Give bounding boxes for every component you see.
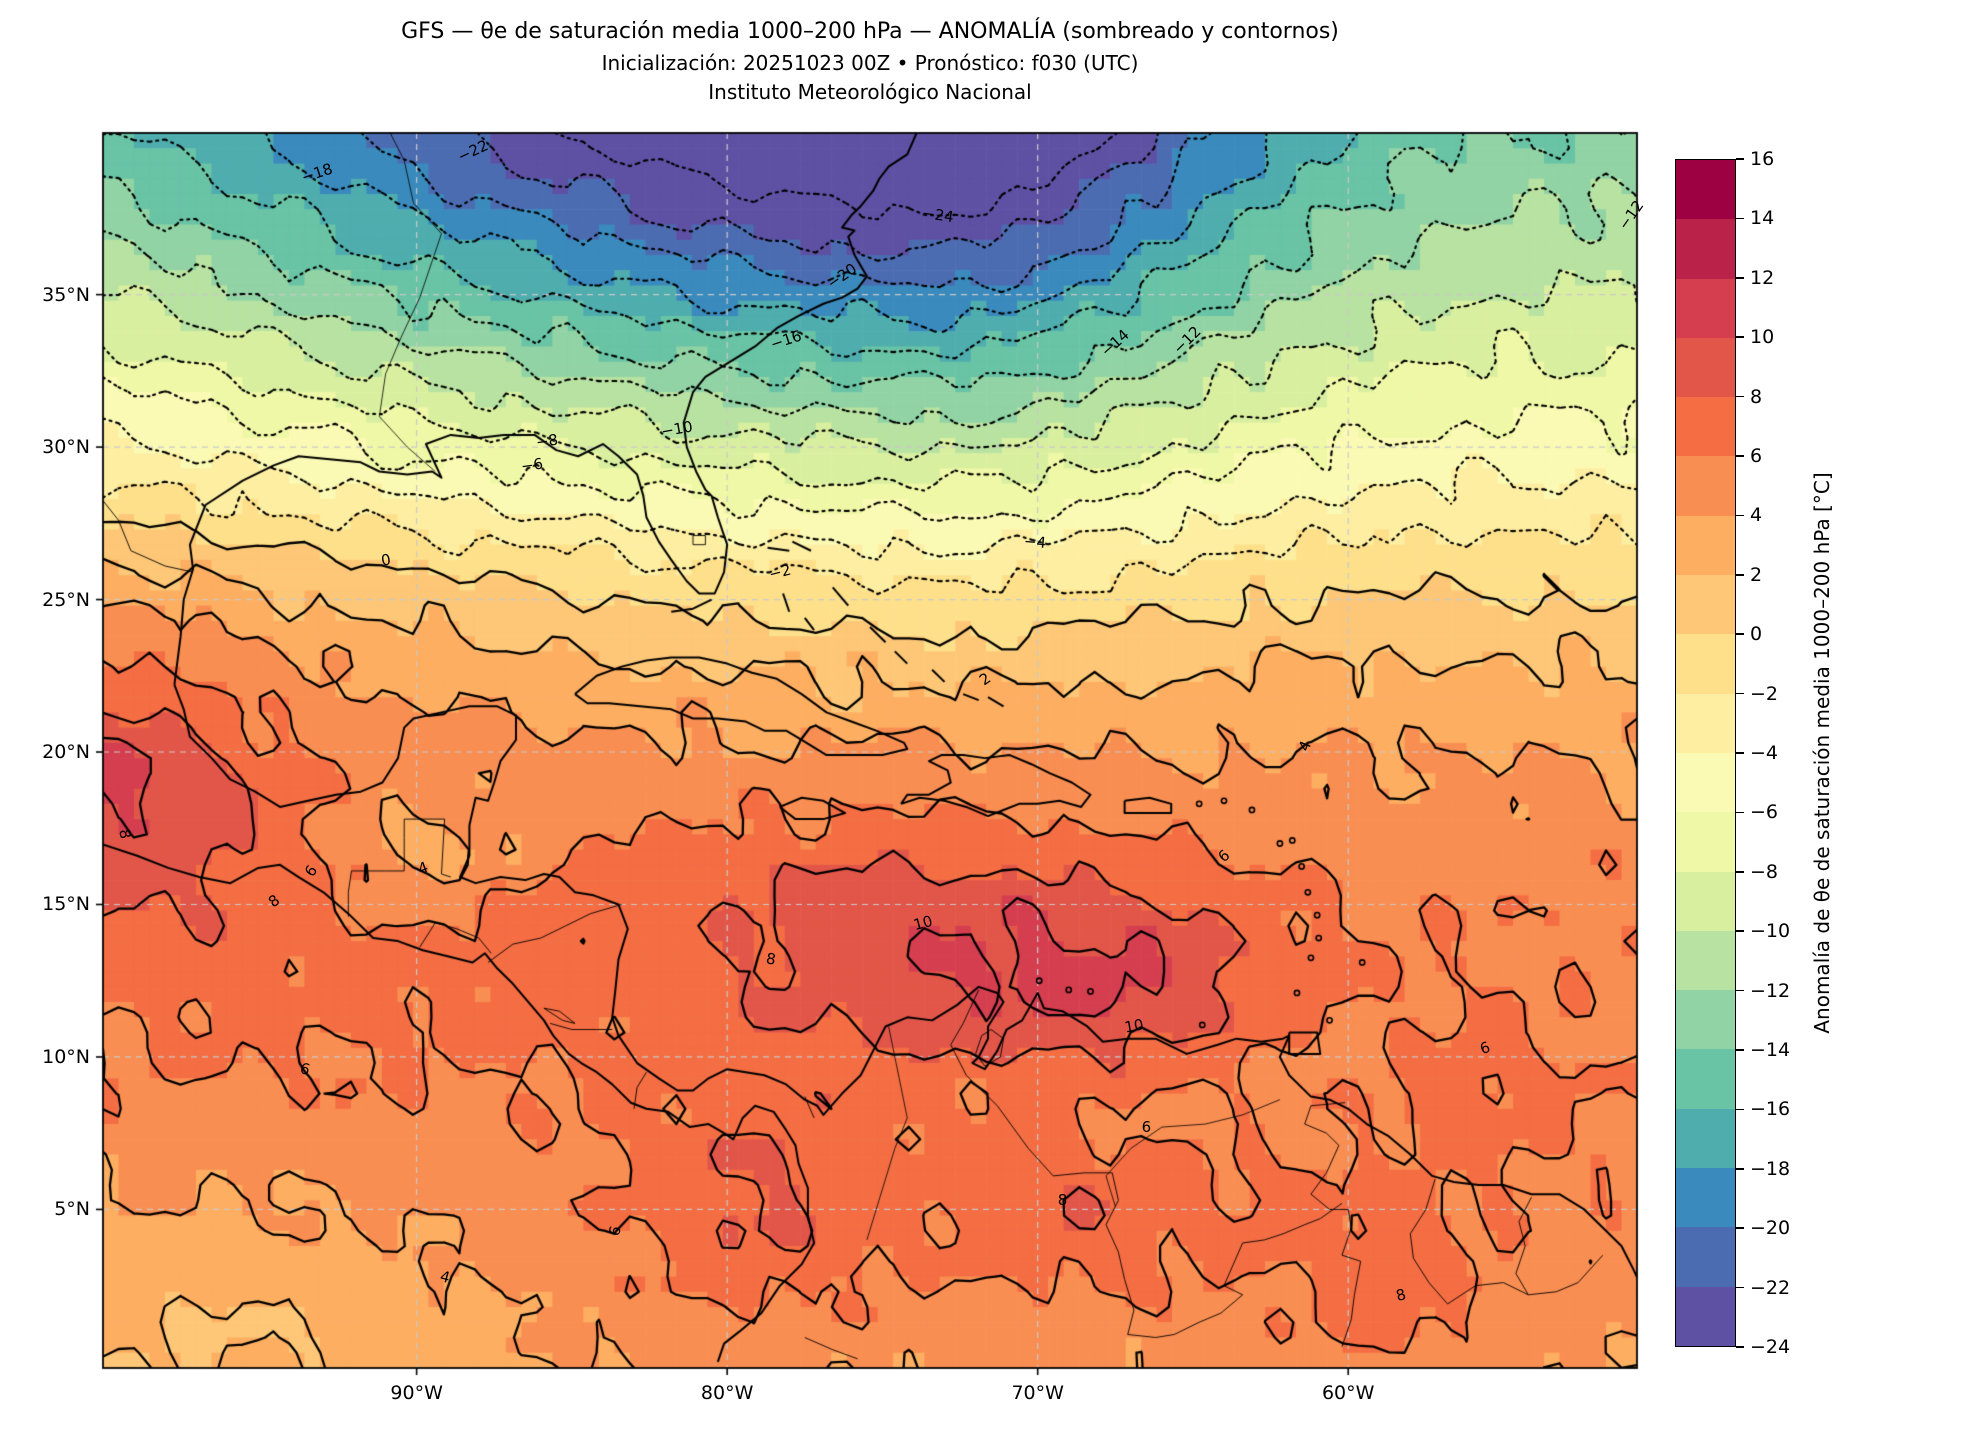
colorbar-band (1676, 930, 1735, 991)
colorbar-band (1676, 990, 1735, 1050)
colorbar-band (1676, 693, 1735, 753)
chart-title: GFS — θe de saturación media 1000–200 hP… (401, 19, 1339, 44)
colorbar-band (1676, 1227, 1735, 1287)
colorbar-band (1676, 219, 1735, 279)
colorbar-label: Anomalía de θe de saturación media 1000–… (1810, 472, 1834, 1034)
colorbar-band (1676, 278, 1735, 338)
colorbar-band (1676, 1168, 1735, 1228)
colorbar-band (1676, 871, 1735, 931)
colorbar (1675, 159, 1736, 1347)
colorbar-band (1676, 1108, 1735, 1169)
colorbar-band (1676, 1286, 1735, 1346)
colorbar-band (1676, 634, 1735, 694)
colorbar-band (1676, 160, 1735, 220)
colorbar-band (1676, 812, 1735, 872)
colorbar-band (1676, 515, 1735, 576)
title-block: GFS — θe de saturación media 1000–200 hP… (103, 16, 1637, 107)
colorbar-band (1676, 337, 1735, 398)
colorbar-band (1676, 397, 1735, 457)
colorbar-band (1676, 752, 1735, 813)
chart-subtitle: Inicialización: 20251023 00Z • Pronóstic… (601, 51, 1139, 75)
chart-institution: Instituto Meteorológico Nacional (708, 80, 1032, 104)
colorbar-band (1676, 1049, 1735, 1109)
colorbar-band (1676, 575, 1735, 635)
colorbar-band (1676, 456, 1735, 516)
